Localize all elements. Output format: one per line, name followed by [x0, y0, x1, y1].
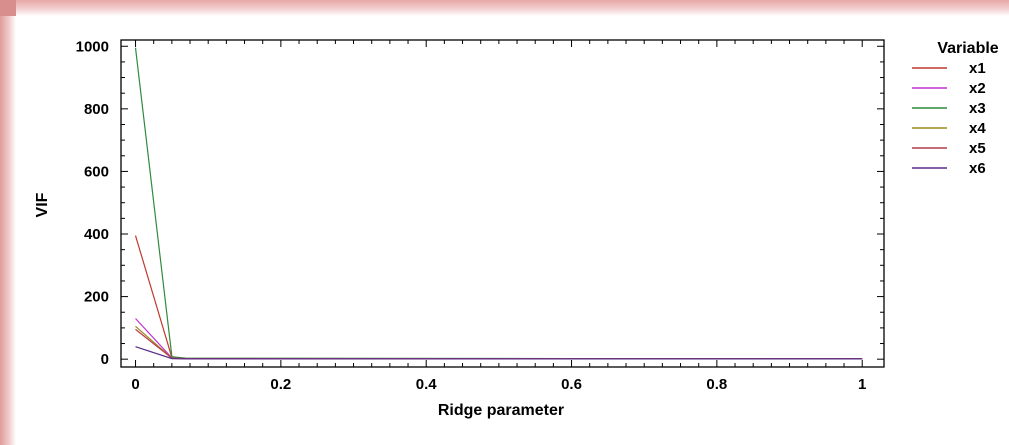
legend-label-x4: x4 — [969, 120, 986, 137]
plot-area — [120, 39, 885, 368]
frame-left-border — [0, 0, 16, 445]
legend-title: Variable — [937, 40, 998, 57]
y-tick-label: 400 — [84, 226, 109, 243]
x-tick-label: 0 — [131, 376, 139, 393]
y-tick-label: 600 — [84, 163, 109, 180]
x-tick-label: 0.6 — [561, 376, 582, 393]
frame-top-border — [0, 0, 1009, 16]
x-tick-label: 0.2 — [270, 376, 291, 393]
series-line-x6 — [135, 346, 863, 360]
y-tick-label: 1000 — [76, 38, 109, 55]
y-axis-title: VIF — [34, 192, 51, 217]
x-tick-label: 0.8 — [706, 376, 727, 393]
x-tick-label: 0.4 — [416, 376, 438, 393]
x-axis-title: Ridge parameter — [438, 402, 564, 419]
axis-ticks: 0 0.2 0.4 0.6 0.8 1 0 200 400 600 800 1000 — [76, 38, 884, 393]
frame-corner — [0, 0, 16, 16]
legend: Variable x1 x2 x3 x4 x5 x6 — [912, 40, 999, 177]
y-tick-label: 800 — [84, 101, 109, 118]
legend-label-x1: x1 — [969, 60, 986, 77]
legend-label-x6: x6 — [969, 160, 986, 177]
legend-label-x2: x2 — [969, 80, 986, 97]
y-tick-label: 0 — [101, 351, 109, 368]
y-tick-label: 200 — [84, 289, 109, 306]
x-tick-label: 1 — [858, 376, 866, 393]
legend-label-x3: x3 — [969, 100, 986, 117]
plot-border — [120, 39, 885, 368]
series-layer — [134, 47, 863, 360]
legend-label-x5: x5 — [969, 140, 986, 157]
